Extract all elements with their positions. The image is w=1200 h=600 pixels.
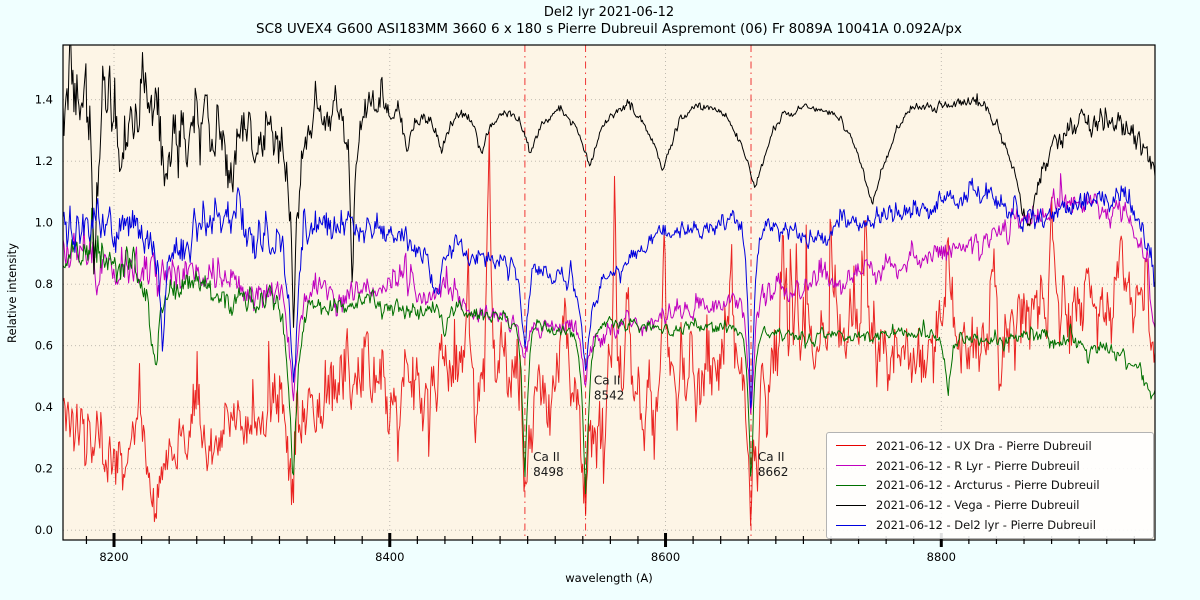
caii-annotation-line2: 8662 [758, 465, 789, 479]
spectrum-curve-arcturus [63, 207, 1155, 495]
x-minor-tick [1106, 536, 1108, 544]
x-minor-tick [582, 536, 584, 544]
chart-title: Del2 lyr 2021-06-12 [543, 5, 675, 20]
y-tick-label: 0.6 [35, 339, 53, 353]
x-major-tick [112, 533, 116, 547]
x-minor-tick [499, 536, 501, 544]
caii-annotation-line1: Ca II [594, 373, 621, 387]
spectrum-curve-ux-dra [63, 131, 1155, 526]
x-minor-tick [168, 536, 170, 544]
x-minor-tick [1023, 536, 1025, 544]
x-minor-tick [802, 536, 805, 544]
y-tick-label: 0.2 [35, 462, 53, 476]
legend-item: 2021-06-12 - R Lyr - Pierre Dubreuil [833, 456, 1147, 475]
y-tick-label: 1.0 [35, 216, 53, 230]
x-minor-tick [885, 536, 887, 544]
x-minor-tick [196, 536, 198, 544]
x-minor-tick [720, 536, 722, 544]
y-tick-label: 1.4 [35, 93, 53, 107]
legend-line-swatch [836, 445, 866, 447]
legend-item: 2021-06-12 - Vega - Pierre Dubreuil [833, 496, 1147, 515]
x-minor-tick [1078, 536, 1080, 544]
x-minor-tick [692, 536, 694, 544]
x-minor-tick [1050, 536, 1053, 544]
x-minor-tick [857, 536, 860, 544]
caii-annotation-line2: 8498 [533, 465, 564, 479]
caii-annotation-line1: Ca II [758, 450, 785, 464]
x-minor-tick [527, 536, 529, 544]
legend: 2021-06-12 - UX Dra - Pierre Dubreuil 202… [826, 432, 1154, 539]
x-minor-tick [775, 536, 777, 544]
x-minor-tick [223, 536, 225, 544]
x-minor-tick [637, 536, 639, 544]
x-major-tick [664, 533, 668, 547]
y-tick-label: 0.4 [35, 400, 53, 414]
x-minor-tick [609, 536, 611, 544]
spectrum-curve-r-lyr [63, 173, 1155, 414]
x-minor-tick [471, 536, 474, 544]
x-minor-tick [444, 536, 446, 544]
x-tick-label: 8400 [375, 550, 404, 564]
legend-label: 2021-06-12 - R Lyr - Pierre Dubreuil [876, 458, 1080, 473]
legend-line-swatch [836, 504, 866, 506]
spectrum-curve-vega [63, 45, 1155, 328]
legend-item: 2021-06-12 - Arcturus - Pierre Dubreuil [833, 476, 1147, 495]
x-axis-label: wavelength (A) [565, 571, 653, 585]
x-minor-tick [140, 536, 143, 544]
x-minor-tick [554, 536, 556, 544]
legend-item: 2021-06-12 - Del2 lyr - Pierre Dubreuil [833, 516, 1147, 535]
legend-item: 2021-06-12 - UX Dra - Pierre Dubreuil [833, 436, 1147, 455]
plot-border [62, 44, 1156, 541]
y-tick-label: 0.8 [35, 277, 53, 291]
caii-annotation-line1: Ca II [533, 450, 560, 464]
x-minor-tick [995, 536, 998, 544]
legend-label: 2021-06-12 - Arcturus - Pierre Dubreuil [876, 478, 1100, 493]
x-minor-tick [85, 536, 88, 544]
legend-label: 2021-06-12 - Vega - Pierre Dubreuil [876, 498, 1080, 513]
x-minor-tick [251, 536, 253, 544]
x-minor-tick [334, 536, 336, 544]
x-minor-tick [830, 536, 832, 544]
x-major-tick [388, 533, 392, 547]
caii-annotation-line2: 8542 [594, 388, 625, 402]
legend-label: 2021-06-12 - Del2 lyr - Pierre Dubreuil [876, 518, 1096, 533]
title-block: Del2 lyr 2021-06-12 SC8 UVEX4 G600 ASI18… [63, 4, 1155, 38]
x-minor-tick [747, 536, 749, 544]
chart-subtitle: SC8 UVEX4 G600 ASI183MM 3660 6 x 180 s P… [256, 21, 962, 37]
x-minor-tick [306, 536, 308, 544]
x-major-tick [939, 533, 943, 547]
x-tick-label: 8200 [99, 550, 128, 564]
x-tick-label: 8800 [927, 550, 956, 564]
x-minor-tick [278, 536, 281, 544]
x-minor-tick [968, 536, 970, 544]
legend-line-swatch [836, 524, 866, 526]
x-minor-tick [913, 536, 915, 544]
x-minor-tick [361, 536, 363, 544]
spectrum-curve-del2-lyr [63, 177, 1155, 409]
legend-label: 2021-06-12 - UX Dra - Pierre Dubreuil [876, 438, 1092, 453]
legend-line-swatch [836, 465, 866, 467]
x-tick-label: 8600 [651, 550, 680, 564]
y-tick-label: 1.2 [35, 154, 53, 168]
legend-line-swatch [836, 484, 866, 486]
x-minor-tick [416, 536, 418, 544]
x-minor-tick [1133, 536, 1135, 544]
y-tick-label: 0.0 [35, 523, 53, 537]
